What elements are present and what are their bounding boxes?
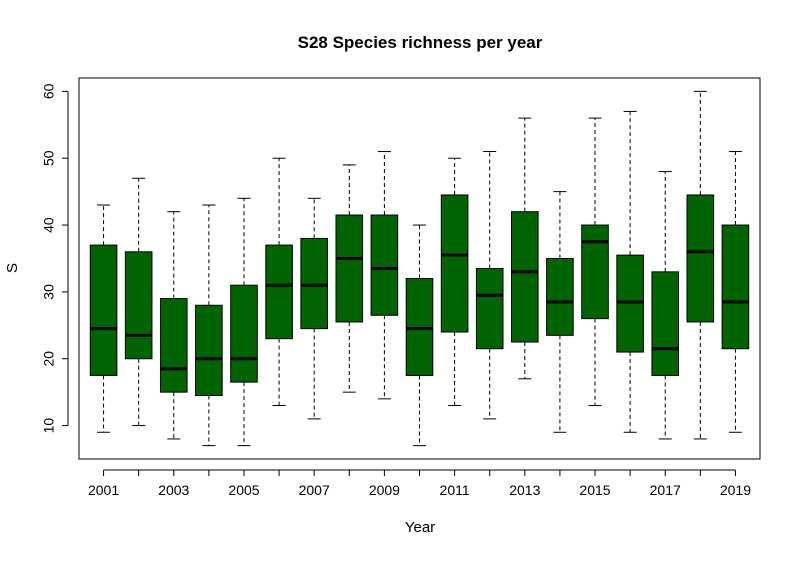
box-2018 bbox=[686, 90, 715, 440]
box-2001 bbox=[89, 204, 118, 433]
box-iqr bbox=[124, 251, 153, 360]
y-tick-label: 20 bbox=[41, 351, 57, 367]
y-axis: 10 20 30 40 50 60 bbox=[41, 83, 69, 434]
plot-frame bbox=[78, 77, 761, 460]
box-2006 bbox=[265, 157, 293, 407]
box-iqr bbox=[89, 244, 118, 376]
x-axis: 2001 2003 2005 2007 2009 2011 2013 2015 2017 2019 bbox=[88, 469, 751, 498]
box-2017 bbox=[651, 171, 680, 440]
box-2005 bbox=[230, 197, 258, 447]
box-2007 bbox=[300, 197, 328, 420]
x-tick-label: 2013 bbox=[509, 482, 540, 498]
box-iqr bbox=[370, 214, 399, 316]
box-iqr bbox=[721, 224, 750, 350]
box-iqr bbox=[159, 298, 188, 393]
box-2011 bbox=[440, 157, 469, 407]
box-2013 bbox=[511, 117, 539, 380]
box-2016 bbox=[616, 110, 644, 433]
box-iqr bbox=[300, 237, 328, 330]
box-2009 bbox=[370, 151, 399, 400]
x-tick-label: 2001 bbox=[88, 482, 119, 498]
box-iqr bbox=[581, 224, 609, 320]
y-tick-label: 50 bbox=[41, 150, 57, 166]
x-tick-label: 2009 bbox=[369, 482, 400, 498]
box-iqr bbox=[230, 284, 258, 383]
y-tick-label: 60 bbox=[41, 83, 57, 99]
x-tick-label: 2007 bbox=[299, 482, 330, 498]
y-tick-label: 40 bbox=[41, 217, 57, 233]
box-2014 bbox=[546, 191, 574, 433]
box-iqr bbox=[686, 194, 715, 323]
box-iqr bbox=[440, 194, 469, 333]
box-iqr bbox=[546, 257, 574, 336]
box-2004 bbox=[195, 204, 223, 447]
box-2003 bbox=[159, 211, 188, 440]
box-iqr bbox=[511, 211, 539, 343]
box-iqr bbox=[195, 304, 223, 396]
y-axis-label: S bbox=[4, 263, 21, 273]
x-tick-label: 2011 bbox=[440, 482, 470, 498]
x-tick-label: 2003 bbox=[158, 482, 189, 498]
x-tick-label: 2019 bbox=[720, 482, 751, 498]
x-tick-label: 2005 bbox=[228, 482, 259, 498]
box-iqr bbox=[265, 244, 293, 340]
box-iqr bbox=[475, 268, 504, 350]
box-iqr bbox=[405, 278, 434, 376]
box-2015 bbox=[581, 117, 609, 407]
boxes-group bbox=[89, 90, 750, 447]
x-axis-label: Year bbox=[405, 519, 435, 536]
y-tick-label: 30 bbox=[41, 284, 57, 300]
x-tick-label: 2017 bbox=[650, 482, 681, 498]
box-2010 bbox=[405, 224, 434, 447]
box-iqr bbox=[651, 271, 680, 376]
y-tick-label: 10 bbox=[41, 418, 57, 434]
box-2019 bbox=[721, 151, 750, 433]
box-iqr bbox=[335, 214, 364, 323]
chart-title: S28 Species richness per year bbox=[298, 33, 543, 52]
box-2008 bbox=[335, 164, 364, 393]
box-2012 bbox=[475, 151, 504, 420]
x-tick-label: 2015 bbox=[579, 482, 610, 498]
box-2002 bbox=[124, 177, 153, 427]
box-iqr bbox=[616, 254, 644, 353]
